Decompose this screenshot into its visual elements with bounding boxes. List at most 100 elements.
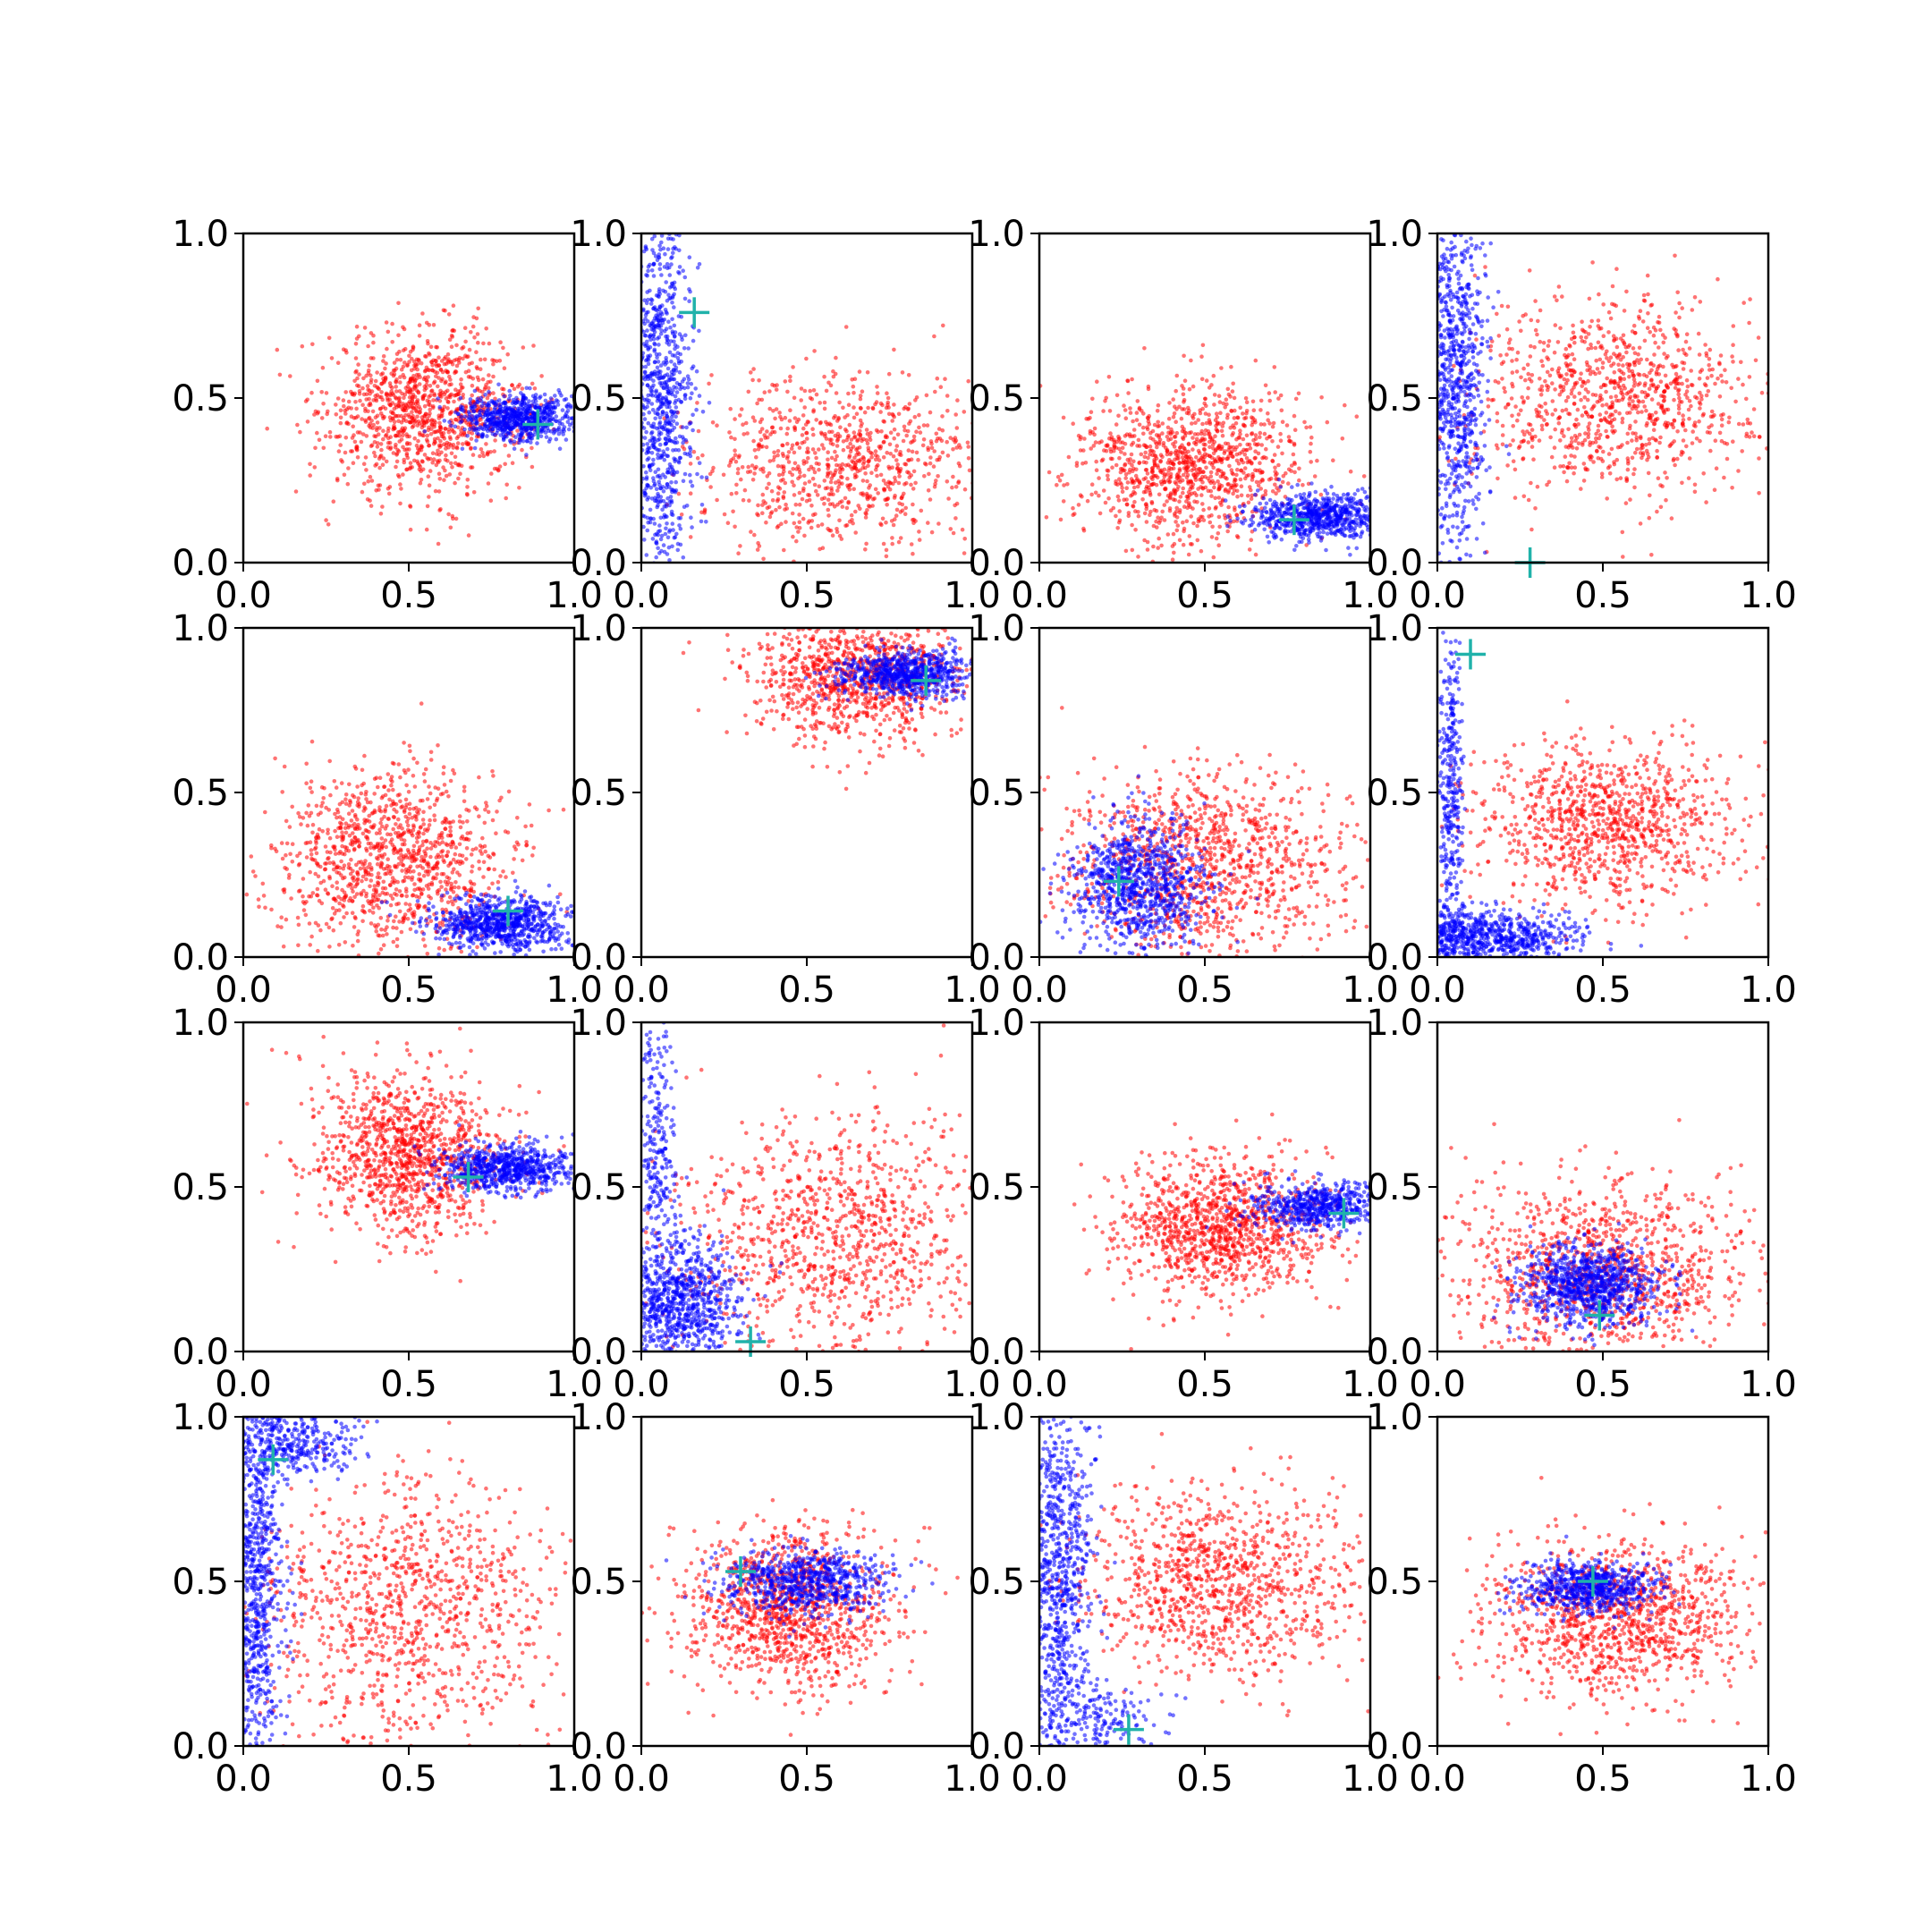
scatter-point bbox=[678, 527, 683, 531]
scatter-point bbox=[667, 503, 672, 508]
scatter-point bbox=[814, 455, 818, 461]
scatter-point bbox=[547, 403, 553, 408]
scatter-point bbox=[378, 453, 384, 458]
scatter-point bbox=[733, 459, 739, 464]
scatter-point bbox=[787, 419, 792, 423]
scatter-point bbox=[315, 378, 320, 384]
scatter-point bbox=[450, 362, 455, 367]
scatter-point bbox=[1238, 443, 1242, 447]
scatter-point bbox=[394, 459, 400, 464]
scatter-point bbox=[1248, 485, 1252, 489]
scatter-point bbox=[1127, 461, 1131, 465]
scatter-point bbox=[894, 458, 899, 462]
scatter-point bbox=[869, 454, 874, 460]
scatter-point bbox=[779, 479, 784, 483]
scatter-point bbox=[833, 449, 837, 454]
scatter-point bbox=[353, 400, 358, 404]
scatter-point bbox=[761, 470, 766, 474]
scatter-point bbox=[1181, 520, 1185, 525]
scatter-point bbox=[524, 386, 530, 391]
scatter-point bbox=[1235, 535, 1241, 539]
scatter-point bbox=[697, 461, 702, 465]
scatter-point bbox=[1216, 468, 1221, 472]
scatter-point bbox=[758, 429, 763, 435]
scatter-point bbox=[454, 363, 460, 369]
scatter-point bbox=[669, 262, 674, 267]
scatter-point bbox=[651, 334, 656, 339]
scatter-point bbox=[367, 416, 371, 421]
scatter-point bbox=[874, 428, 879, 433]
scatter-point bbox=[913, 480, 918, 486]
scatter-point bbox=[1159, 515, 1164, 520]
scatter-point bbox=[904, 433, 909, 438]
scatter-point bbox=[737, 453, 741, 458]
scatter-point bbox=[394, 352, 400, 357]
scatter-point bbox=[792, 428, 798, 433]
scatter-point bbox=[346, 466, 351, 470]
scatter-point bbox=[917, 530, 921, 534]
scatter-point bbox=[460, 419, 464, 424]
scatter-point bbox=[1243, 415, 1249, 420]
scatter-point bbox=[416, 438, 420, 444]
scatter-point bbox=[1154, 519, 1158, 524]
scatter-point bbox=[1178, 495, 1183, 499]
scatter-point bbox=[563, 413, 568, 418]
scatter-point bbox=[738, 413, 742, 418]
scatter-point bbox=[397, 429, 402, 435]
scatter-point bbox=[756, 513, 760, 518]
scatter-point bbox=[754, 454, 758, 460]
scatter-point bbox=[1212, 393, 1217, 397]
scatter-point bbox=[454, 445, 460, 450]
scatter-point bbox=[801, 516, 806, 521]
scatter-point bbox=[895, 432, 901, 437]
scatter-point bbox=[739, 407, 744, 411]
scatter-point bbox=[1129, 443, 1134, 447]
scatter-point bbox=[660, 453, 665, 458]
scatter-point bbox=[435, 429, 440, 434]
point-cluster-red bbox=[265, 301, 556, 547]
scatter-point bbox=[1244, 411, 1249, 416]
scatter-point bbox=[510, 461, 515, 465]
scatter-point bbox=[776, 472, 782, 478]
scatter-point bbox=[775, 383, 779, 387]
scatter-point bbox=[797, 502, 802, 507]
scatter-point bbox=[666, 378, 671, 383]
scatter-point bbox=[1241, 411, 1245, 416]
scatter-point bbox=[693, 386, 698, 391]
scatter-point bbox=[648, 344, 653, 350]
scatter-point bbox=[761, 556, 766, 562]
scatter-point bbox=[778, 426, 784, 431]
scatter-point bbox=[1296, 391, 1301, 396]
scatter-point bbox=[849, 513, 854, 518]
scatter-point bbox=[1167, 401, 1172, 405]
scatter-point bbox=[777, 411, 782, 415]
scatter-point bbox=[405, 434, 410, 439]
scatter-point bbox=[1182, 433, 1188, 438]
scatter-point bbox=[349, 414, 354, 419]
scatter-point bbox=[884, 547, 889, 553]
scatter-point bbox=[388, 393, 393, 398]
scatter-point bbox=[1151, 544, 1156, 549]
scatter-point bbox=[1263, 383, 1268, 388]
scatter-point bbox=[390, 321, 394, 326]
scatter-point bbox=[416, 390, 421, 395]
scatter-point bbox=[853, 509, 858, 514]
scatter-point bbox=[531, 411, 536, 416]
scatter-point bbox=[1130, 462, 1134, 468]
scatter-point bbox=[945, 394, 950, 398]
scatter-point bbox=[674, 414, 678, 419]
scatter-point bbox=[1085, 498, 1090, 504]
scatter-point bbox=[891, 522, 896, 528]
scatter-point bbox=[916, 457, 920, 462]
scatter-point bbox=[826, 380, 831, 386]
scatter-point bbox=[800, 433, 805, 437]
scatter-point bbox=[901, 438, 906, 444]
scatter-point bbox=[448, 525, 453, 530]
scatter-point bbox=[862, 410, 868, 415]
scatter-point bbox=[673, 245, 677, 250]
scatter-point bbox=[548, 396, 554, 401]
scatter-point bbox=[840, 467, 845, 472]
scatter-point bbox=[1212, 402, 1216, 407]
scatter-point bbox=[436, 471, 442, 476]
scatter-point bbox=[765, 435, 770, 440]
